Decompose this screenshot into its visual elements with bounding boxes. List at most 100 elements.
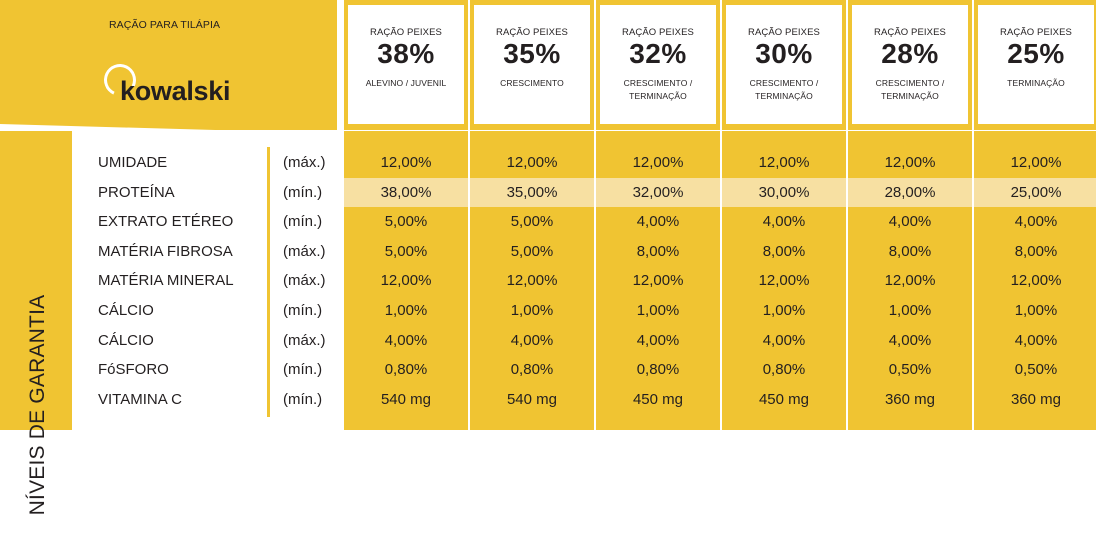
value-cell: 540 mg [380, 390, 432, 408]
nutrient-unit: (mín.) [283, 213, 323, 231]
value-cell: 0,80% [762, 361, 806, 379]
side-label: NÍVEIS DE GARANTIA [26, 294, 49, 516]
product-header-card: RAÇÃO PEIXES 25% TERMINAÇÃO [978, 5, 1094, 124]
product-prefix: RAÇÃO PEIXES [748, 27, 820, 38]
value-cell: 0,50% [888, 361, 932, 379]
product-header-card: RAÇÃO PEIXES 35% CRESCIMENTO [474, 5, 590, 124]
value-cell: 8,00% [636, 242, 680, 260]
nutrient-name: VITAMINA C [98, 390, 182, 408]
product-stage: CRESCIMENTO / [749, 78, 819, 88]
nutrient-unit: (mín.) [283, 361, 323, 379]
logo-text: kowalski [120, 76, 231, 106]
product-header: RAÇÃO PEIXES 25% TERMINAÇÃO [974, 0, 1096, 130]
value-cell: 1,00% [762, 301, 806, 319]
value-cell: 450 mg [758, 390, 810, 408]
product-stage: CRESCIMENTO [500, 78, 564, 88]
nutrient-unit: (máx.) [283, 272, 326, 290]
value-cell: 12,00% [506, 272, 558, 290]
value-cell: 28,00% [848, 177, 972, 208]
value-cell: 1,00% [510, 301, 554, 319]
product-prefix: RAÇÃO PEIXES [874, 27, 946, 38]
nutrient-unit: (mín.) [283, 183, 323, 201]
product-percent: 35% [503, 38, 561, 69]
value-cell: 25,00% [974, 177, 1096, 208]
product-percent: 25% [1007, 38, 1065, 69]
nutrient-unit: (mín.) [283, 301, 323, 319]
value-cell: 5,00% [510, 242, 554, 260]
product-header: RAÇÃO PEIXES 32% CRESCIMENTO / TERMINAÇÃO [596, 0, 720, 130]
brand-logo: kowalski [99, 59, 264, 114]
product-prefix: RAÇÃO PEIXES [622, 27, 694, 38]
product-header-card: RAÇÃO PEIXES 30% CRESCIMENTO / TERMINAÇÃO [726, 5, 842, 124]
product-stage-2: TERMINAÇÃO [881, 91, 939, 101]
value-cell: 450 mg [632, 390, 684, 408]
nutrient-name: PROTEÍNA [98, 183, 175, 201]
value-cell: 4,00% [636, 213, 680, 231]
product-values: 12,00% 38,00% 5,00% 5,00% 12,00% 1,00% 4,00% 0,… [344, 131, 468, 430]
value-cell: 12,00% [506, 154, 558, 171]
product-header: RAÇÃO PEIXES 35% CRESCIMENTO [470, 0, 594, 130]
product-values: 12,00% 25,00% 4,00% 8,00% 12,00% 1,00% 4,00% 0,… [974, 131, 1096, 430]
value-cell: 540 mg [506, 390, 558, 408]
product-values: 12,00% 30,00% 4,00% 8,00% 12,00% 1,00% 4,00% 0,… [722, 131, 846, 430]
nutrient-name: MATÉRIA MINERAL [98, 272, 234, 290]
product-percent: 30% [755, 38, 813, 69]
product-title: RAÇÃO PARA TILÁPIA [109, 19, 221, 31]
nutrient-unit: (máx.) [283, 154, 326, 171]
value-cell: 35,00% [470, 177, 594, 208]
product-values: 12,00% 28,00% 4,00% 8,00% 12,00% 1,00% 4,00% 0,… [848, 131, 972, 430]
value-cell: 1,00% [636, 301, 680, 319]
nutrient-names: UMIDADE PROTEÍNA EXTRATO ETÉREO MATÉRIA FIB… [98, 148, 234, 414]
column-divider [267, 147, 270, 417]
product-header-card: RAÇÃO PEIXES 38% ALEVINO / JUVENIL [348, 5, 464, 124]
value-cell: 4,00% [888, 331, 932, 349]
product-prefix: RAÇÃO PEIXES [1000, 27, 1072, 38]
nutrient-name: FóSFORO [98, 361, 169, 379]
value-cell: 360 mg [1010, 390, 1062, 408]
value-cell: 4,00% [762, 213, 806, 231]
value-cell: 8,00% [762, 242, 806, 260]
value-cell: 12,00% [380, 154, 432, 171]
nutrient-name: UMIDADE [98, 154, 168, 171]
header-panel: RAÇÃO PARA TILÁPIA kowalski [0, 0, 337, 148]
value-cell: 4,00% [510, 331, 554, 349]
value-cell: 5,00% [384, 242, 428, 260]
value-cell: 4,00% [888, 213, 932, 231]
value-cell: 0,50% [1014, 361, 1058, 379]
nutrient-name: MATÉRIA FIBROSA [98, 242, 233, 260]
product-prefix: RAÇÃO PEIXES [370, 27, 442, 38]
nutrient-name: CÁLCIO [98, 331, 154, 349]
product-stage: CRESCIMENTO / [623, 78, 693, 88]
product-header: RAÇÃO PEIXES 38% ALEVINO / JUVENIL [344, 0, 468, 130]
value-cell: 0,80% [384, 361, 428, 379]
value-cell: 12,00% [758, 272, 810, 290]
value-cell: 12,00% [884, 154, 936, 171]
product-values: 12,00% 35,00% 5,00% 5,00% 12,00% 1,00% 4,00% 0,… [470, 131, 594, 430]
label-area [72, 131, 344, 430]
value-cell: 30,00% [722, 177, 846, 208]
value-cell: 12,00% [884, 272, 936, 290]
value-cell: 0,80% [636, 361, 680, 379]
value-cell: 1,00% [384, 301, 428, 319]
product-percent: 32% [629, 38, 687, 69]
product-stage: ALEVINO / JUVENIL [365, 78, 447, 88]
product-header-card: RAÇÃO PEIXES 32% CRESCIMENTO / TERMINAÇÃO [600, 5, 716, 124]
value-cell: 12,00% [1010, 154, 1062, 171]
value-cell: 0,80% [510, 361, 554, 379]
value-cell: 1,00% [888, 301, 932, 319]
value-cell: 4,00% [762, 331, 806, 349]
side-panel: NÍVEIS DE GARANTIA [0, 131, 72, 515]
value-cell: 4,00% [636, 331, 680, 349]
value-cell: 4,00% [1014, 213, 1058, 231]
product-stage-2: TERMINAÇÃO [629, 91, 687, 101]
product-percent: 38% [377, 38, 435, 69]
value-cell: 5,00% [510, 213, 554, 231]
value-cell: 12,00% [632, 154, 684, 171]
value-cell: 8,00% [888, 242, 932, 260]
product-stage: CRESCIMENTO / [875, 78, 945, 88]
value-cell: 12,00% [758, 154, 810, 171]
value-cell: 4,00% [1014, 331, 1058, 349]
product-stage: TERMINAÇÃO [1007, 78, 1065, 88]
product-header: RAÇÃO PEIXES 30% CRESCIMENTO / TERMINAÇÃO [722, 0, 846, 130]
product-header: RAÇÃO PEIXES 28% CRESCIMENTO / TERMINAÇÃO [848, 0, 972, 130]
